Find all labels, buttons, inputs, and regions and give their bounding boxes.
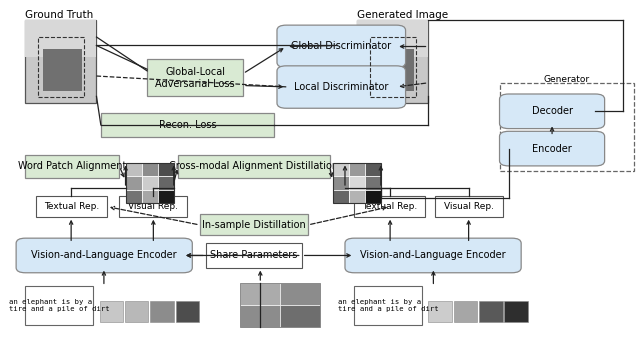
FancyBboxPatch shape [147, 59, 243, 96]
Text: Global Discriminator: Global Discriminator [291, 41, 391, 51]
FancyBboxPatch shape [479, 301, 502, 322]
FancyBboxPatch shape [375, 49, 414, 91]
FancyBboxPatch shape [43, 49, 83, 91]
FancyBboxPatch shape [26, 20, 97, 57]
Text: Generated Image: Generated Image [357, 10, 449, 20]
Text: Decoder: Decoder [532, 106, 573, 116]
FancyBboxPatch shape [454, 301, 477, 322]
FancyBboxPatch shape [504, 301, 528, 322]
FancyBboxPatch shape [365, 176, 381, 190]
FancyBboxPatch shape [333, 176, 349, 190]
FancyBboxPatch shape [206, 243, 301, 268]
FancyBboxPatch shape [355, 196, 426, 217]
Text: Recon. Loss: Recon. Loss [159, 120, 216, 130]
Text: an elephant is by a
tire and a pile of dirt: an elephant is by a tire and a pile of d… [9, 299, 109, 312]
FancyBboxPatch shape [349, 162, 365, 176]
FancyBboxPatch shape [101, 113, 274, 137]
FancyBboxPatch shape [157, 176, 173, 190]
Text: In-sample Distillation: In-sample Distillation [202, 220, 306, 230]
Text: Visual Rep.: Visual Rep. [444, 202, 493, 211]
FancyBboxPatch shape [349, 190, 365, 203]
FancyBboxPatch shape [357, 20, 428, 103]
Text: an elephant is by a
tire and a pile of dirt: an elephant is by a tire and a pile of d… [338, 299, 438, 312]
FancyBboxPatch shape [100, 301, 123, 322]
FancyBboxPatch shape [26, 155, 119, 178]
FancyBboxPatch shape [200, 214, 308, 235]
FancyBboxPatch shape [141, 190, 157, 203]
FancyBboxPatch shape [500, 131, 605, 166]
FancyBboxPatch shape [280, 283, 320, 305]
FancyBboxPatch shape [125, 176, 141, 190]
Text: Vision-and-Language Encoder: Vision-and-Language Encoder [360, 250, 506, 261]
FancyBboxPatch shape [141, 162, 157, 176]
Text: Word Patch Alignment: Word Patch Alignment [18, 161, 127, 171]
FancyBboxPatch shape [365, 190, 381, 203]
Text: Vision-and-Language Encoder: Vision-and-Language Encoder [31, 250, 177, 261]
Text: Share Parameters: Share Parameters [210, 250, 298, 261]
FancyBboxPatch shape [435, 196, 502, 217]
Text: Textual Rep.: Textual Rep. [44, 202, 99, 211]
Text: Local Discriminator: Local Discriminator [294, 82, 388, 92]
FancyBboxPatch shape [125, 190, 141, 203]
Text: Visual Rep.: Visual Rep. [129, 202, 179, 211]
Text: Global-Local
Adversarial Loss: Global-Local Adversarial Loss [156, 67, 235, 89]
FancyBboxPatch shape [16, 238, 192, 273]
FancyBboxPatch shape [333, 190, 349, 203]
FancyBboxPatch shape [357, 20, 428, 57]
FancyBboxPatch shape [349, 176, 365, 190]
FancyBboxPatch shape [26, 20, 97, 103]
FancyBboxPatch shape [280, 305, 320, 327]
FancyBboxPatch shape [26, 286, 93, 325]
FancyBboxPatch shape [157, 190, 173, 203]
FancyBboxPatch shape [178, 155, 330, 178]
FancyBboxPatch shape [333, 162, 349, 176]
FancyBboxPatch shape [355, 286, 422, 325]
FancyBboxPatch shape [277, 25, 406, 67]
FancyBboxPatch shape [277, 66, 406, 108]
FancyBboxPatch shape [240, 305, 280, 327]
FancyBboxPatch shape [119, 196, 188, 217]
FancyBboxPatch shape [365, 162, 381, 176]
Text: Cross-modal Alignment Distillation: Cross-modal Alignment Distillation [169, 161, 339, 171]
FancyBboxPatch shape [345, 238, 521, 273]
FancyBboxPatch shape [240, 283, 280, 305]
Text: Ground Truth: Ground Truth [26, 10, 93, 20]
FancyBboxPatch shape [125, 162, 141, 176]
FancyBboxPatch shape [157, 162, 173, 176]
FancyBboxPatch shape [125, 301, 148, 322]
FancyBboxPatch shape [141, 176, 157, 190]
FancyBboxPatch shape [500, 94, 605, 129]
Text: Textual Rep.: Textual Rep. [362, 202, 417, 211]
FancyBboxPatch shape [150, 301, 173, 322]
Text: Encoder: Encoder [532, 144, 572, 154]
FancyBboxPatch shape [175, 301, 199, 322]
FancyBboxPatch shape [428, 301, 452, 322]
FancyBboxPatch shape [36, 196, 107, 217]
Text: Generator: Generator [544, 75, 590, 84]
